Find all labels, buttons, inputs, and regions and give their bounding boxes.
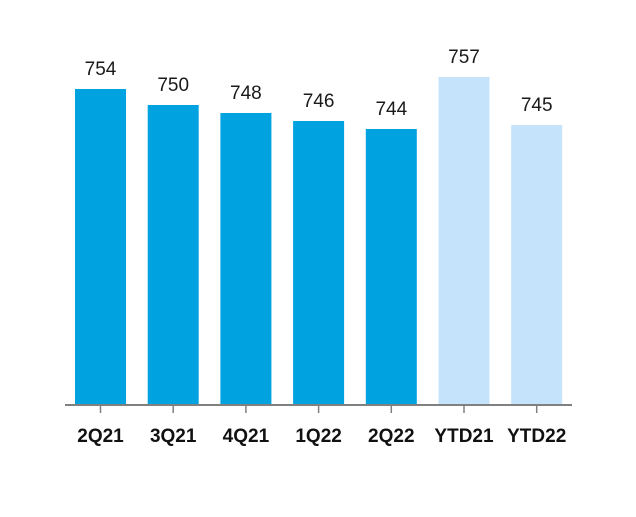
x-axis <box>65 404 572 413</box>
category-label-2q21: 2Q21 <box>77 426 124 447</box>
bar-2q22 <box>365 129 417 405</box>
value-labels-layer: 754 750 748 746 744 757 745 <box>85 47 553 120</box>
value-label-4q21: 748 <box>230 83 262 104</box>
value-label-ytd22: 745 <box>521 95 553 116</box>
value-label-3q21: 750 <box>157 75 189 96</box>
category-label-ytd21: YTD21 <box>434 426 494 447</box>
category-label-2q22: 2Q22 <box>368 426 414 447</box>
category-label-3q21: 3Q21 <box>150 426 197 447</box>
value-label-2q21: 754 <box>85 59 117 80</box>
category-labels-layer: 2Q21 3Q21 4Q21 1Q22 2Q22 YTD21 YTD22 <box>77 426 566 447</box>
bar-4q21 <box>220 113 272 405</box>
bar-3q21 <box>147 105 199 405</box>
bar-ytd22 <box>511 125 563 405</box>
value-label-1q22: 746 <box>303 91 335 112</box>
value-label-ytd21: 757 <box>448 47 480 68</box>
bar-2q21 <box>75 89 126 405</box>
category-label-ytd22: YTD22 <box>507 426 566 447</box>
bars-layer <box>75 77 563 405</box>
bar-1q22 <box>293 121 345 405</box>
value-label-2q22: 744 <box>375 99 407 120</box>
category-label-4q21: 4Q21 <box>223 426 270 447</box>
category-label-1q22: 1Q22 <box>295 426 341 447</box>
bar-ytd21 <box>438 77 490 405</box>
